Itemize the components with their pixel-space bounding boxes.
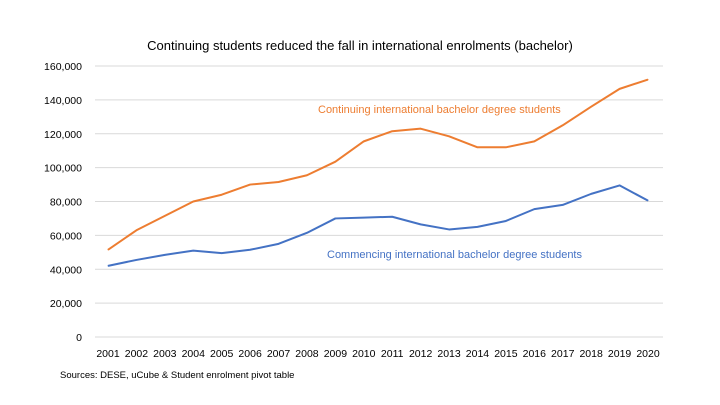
data-point (306, 232, 308, 234)
x-tick-label: 2017 (551, 348, 575, 360)
data-point (420, 223, 422, 225)
data-point (476, 146, 478, 148)
data-point (391, 216, 393, 218)
y-tick-label: 0 (76, 332, 82, 344)
x-tick-label: 2014 (466, 348, 490, 360)
data-point (590, 193, 592, 195)
data-point (391, 130, 393, 132)
data-point (192, 201, 194, 202)
data-point (107, 265, 109, 267)
data-point (562, 204, 564, 206)
x-tick-label: 2019 (608, 348, 632, 360)
y-tick-label: 80,000 (50, 197, 82, 209)
x-tick-label: 2008 (295, 348, 319, 360)
x-tick-label: 2006 (238, 348, 262, 360)
data-point (647, 200, 649, 202)
data-point (363, 140, 365, 142)
series-line-commencing (107, 184, 649, 267)
data-point (647, 79, 649, 81)
data-point (562, 124, 564, 126)
x-tick-label: 2004 (182, 348, 206, 360)
x-tick-label: 2012 (409, 348, 433, 360)
data-point (192, 250, 194, 252)
data-point (590, 106, 592, 108)
y-tick-label: 40,000 (50, 264, 82, 276)
data-point (278, 243, 280, 245)
data-point (334, 217, 336, 219)
chart-title: Continuing students reduced the fall in … (147, 38, 573, 53)
series-label-continuing: Continuing international bachelor degree… (318, 104, 561, 116)
data-point (221, 252, 223, 254)
data-point (448, 228, 450, 230)
x-tick-label: 2003 (153, 348, 177, 360)
data-point (533, 140, 535, 142)
y-tick-label: 160,000 (44, 61, 82, 73)
x-tick-label: 2016 (523, 348, 547, 360)
series-line-continuing (107, 78, 649, 251)
x-tick-label: 2009 (324, 348, 348, 360)
data-point (363, 217, 365, 219)
data-point (164, 254, 166, 256)
data-point (306, 174, 308, 176)
y-tick-label: 120,000 (44, 129, 82, 141)
y-tick-label: 100,000 (44, 163, 82, 175)
data-point (619, 184, 621, 186)
data-point (278, 181, 280, 183)
x-tick-label: 2011 (381, 348, 404, 360)
data-point (164, 215, 166, 217)
data-point (619, 88, 621, 90)
x-tick-label: 2001 (96, 348, 120, 360)
data-point (249, 184, 251, 186)
x-tick-label: 2010 (352, 348, 376, 360)
data-point (221, 194, 223, 196)
data-point (505, 220, 507, 222)
series-label-commencing: Commencing international bachelor degree… (327, 249, 582, 261)
data-point (420, 128, 422, 130)
data-point (107, 249, 109, 251)
x-tick-label: 2015 (494, 348, 518, 360)
data-point (448, 135, 450, 137)
x-tick-label: 2005 (210, 348, 234, 360)
data-point (505, 146, 507, 148)
data-point (249, 249, 251, 251)
x-tick-label: 2020 (636, 348, 660, 360)
y-tick-label: 60,000 (50, 230, 82, 242)
data-point (135, 229, 137, 231)
y-tick-label: 140,000 (44, 95, 82, 107)
data-point (135, 259, 137, 261)
x-tick-label: 2007 (267, 348, 291, 360)
data-point (334, 161, 336, 163)
x-tick-label: 2018 (579, 348, 603, 360)
y-tick-label: 20,000 (50, 298, 82, 310)
source-note: Sources: DESE, uCube & Student enrolment… (60, 370, 295, 381)
data-point (533, 208, 535, 210)
x-tick-label: 2002 (125, 348, 149, 360)
x-tick-label: 2013 (437, 348, 461, 360)
data-point (476, 226, 478, 228)
